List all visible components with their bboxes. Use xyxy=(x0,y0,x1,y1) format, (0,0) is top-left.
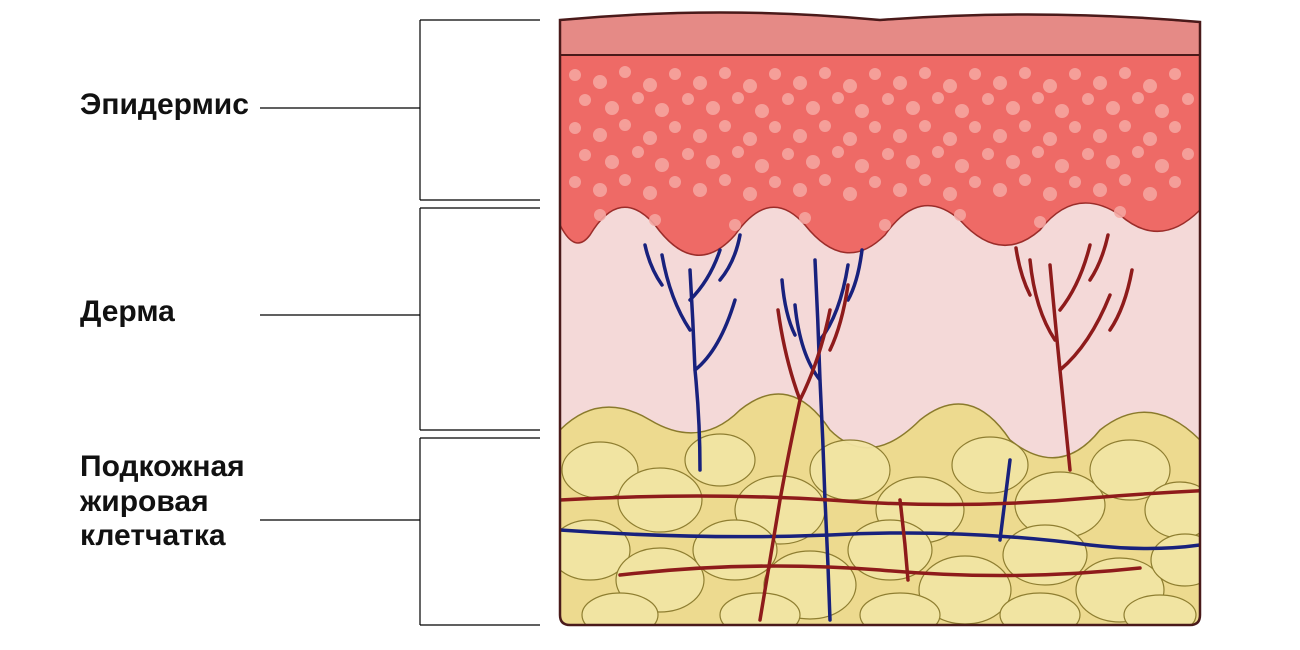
bracket-lines xyxy=(260,20,540,625)
diagram-stage: Эпидермис Дерма Подкожная жировая клетча… xyxy=(0,0,1300,650)
tissue-block xyxy=(550,13,1219,641)
skin-cross-section-svg xyxy=(0,0,1300,650)
